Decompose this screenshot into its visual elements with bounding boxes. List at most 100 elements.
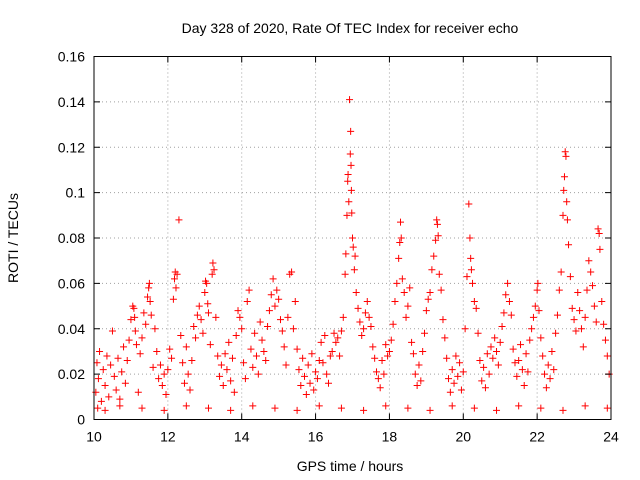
data-point xyxy=(140,309,148,317)
data-point xyxy=(346,96,354,104)
data-point xyxy=(539,352,547,360)
data-point xyxy=(289,325,297,333)
data-point xyxy=(179,359,187,367)
data-point xyxy=(138,404,146,412)
data-point xyxy=(489,354,497,362)
data-point xyxy=(247,345,255,353)
data-point xyxy=(184,370,192,378)
y-tick-label: 0.08 xyxy=(58,230,85,246)
data-point xyxy=(145,284,153,292)
data-point xyxy=(391,298,399,306)
data-point xyxy=(553,311,561,319)
data-point xyxy=(204,309,212,317)
data-point xyxy=(351,252,359,260)
data-point xyxy=(509,345,517,353)
data-point xyxy=(474,329,482,337)
data-point xyxy=(378,357,386,365)
data-point xyxy=(387,336,395,344)
data-point xyxy=(99,366,107,374)
data-point xyxy=(469,279,477,287)
data-point xyxy=(600,320,608,328)
data-point xyxy=(216,372,224,380)
data-point xyxy=(581,402,589,410)
data-point xyxy=(158,381,166,389)
data-point xyxy=(339,313,347,321)
data-point xyxy=(108,327,116,335)
data-point xyxy=(313,375,321,383)
data-point xyxy=(112,386,120,394)
data-point xyxy=(598,298,606,306)
data-point xyxy=(271,302,279,310)
x-tick-label: 14 xyxy=(234,429,250,445)
data-point xyxy=(201,288,209,296)
data-point xyxy=(435,270,443,278)
data-point xyxy=(114,354,122,362)
data-point xyxy=(132,341,140,349)
data-point xyxy=(562,152,570,160)
data-point xyxy=(537,404,545,412)
data-point xyxy=(249,402,257,410)
data-point xyxy=(360,325,368,333)
data-point xyxy=(483,350,491,358)
data-point xyxy=(300,372,308,380)
data-point xyxy=(319,359,327,367)
data-point xyxy=(603,404,611,412)
data-point xyxy=(461,325,469,333)
data-point xyxy=(223,366,231,374)
y-tick-label: 0.12 xyxy=(58,139,85,155)
data-point xyxy=(560,173,568,181)
data-point xyxy=(459,368,467,376)
data-point xyxy=(101,381,109,389)
data-point xyxy=(456,359,464,367)
data-point xyxy=(175,216,183,224)
data-point xyxy=(572,327,580,335)
data-point xyxy=(204,300,212,308)
data-point xyxy=(498,322,506,330)
data-point xyxy=(542,384,550,392)
data-point xyxy=(173,270,181,278)
data-point xyxy=(182,343,190,351)
data-point xyxy=(94,375,102,383)
data-point xyxy=(273,286,281,294)
data-point xyxy=(587,268,595,276)
data-point xyxy=(123,357,131,365)
data-point xyxy=(374,375,382,383)
data-point xyxy=(92,388,100,396)
data-point xyxy=(445,375,453,383)
data-point xyxy=(155,375,163,383)
data-point xyxy=(249,363,257,371)
chart-title: Day 328 of 2020, Rate Of TEC Index for r… xyxy=(182,20,519,36)
ticks-layer xyxy=(93,56,612,420)
x-tick-label: 22 xyxy=(529,429,545,445)
data-point xyxy=(341,270,349,278)
data-point xyxy=(457,386,465,394)
data-point xyxy=(574,288,582,296)
data-point xyxy=(500,309,508,317)
data-point xyxy=(146,298,154,306)
data-point xyxy=(168,354,176,362)
data-point xyxy=(142,320,150,328)
data-point xyxy=(96,347,104,355)
data-point xyxy=(308,350,316,358)
data-point xyxy=(258,336,266,344)
data-point xyxy=(395,254,403,262)
data-point xyxy=(193,311,201,319)
data-point xyxy=(397,218,405,226)
data-point xyxy=(315,402,323,410)
data-point xyxy=(398,275,406,283)
data-point xyxy=(172,284,180,292)
data-point xyxy=(432,236,440,244)
data-points-layer xyxy=(92,96,613,414)
data-point xyxy=(513,372,521,380)
y-tick-label: 0.16 xyxy=(58,49,85,65)
data-point xyxy=(278,327,286,335)
data-point xyxy=(134,388,142,396)
data-point xyxy=(535,307,543,315)
data-point xyxy=(421,329,429,337)
data-point xyxy=(267,291,275,299)
data-point xyxy=(262,357,270,365)
data-point xyxy=(590,302,598,310)
data-point xyxy=(570,316,578,324)
data-point xyxy=(243,298,251,306)
